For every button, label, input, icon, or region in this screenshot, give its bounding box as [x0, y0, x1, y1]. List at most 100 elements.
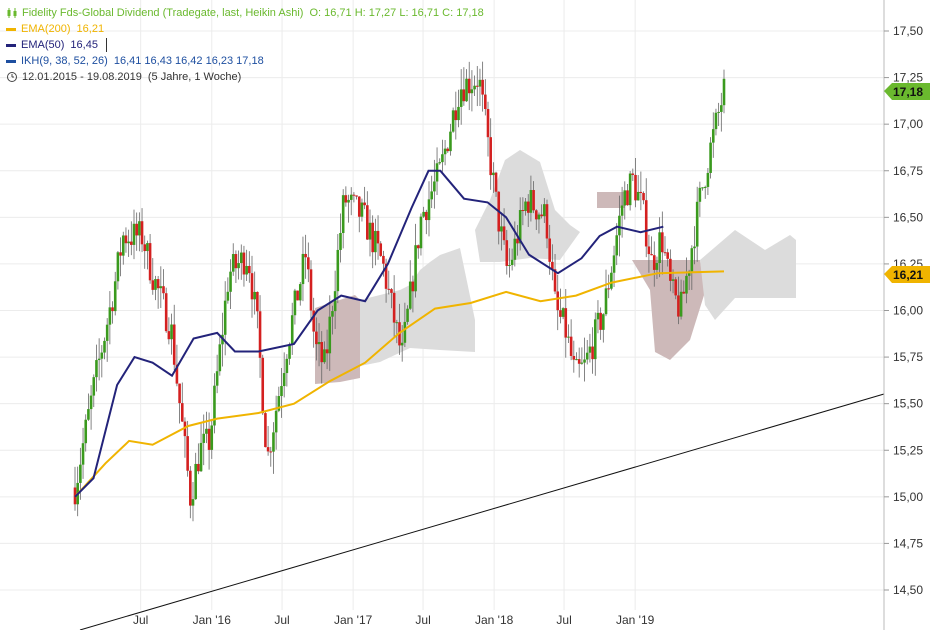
candle-up [567, 336, 570, 338]
candlesticks [73, 61, 726, 522]
candle-up [658, 232, 661, 264]
candle-down [392, 292, 396, 323]
candle-up [81, 443, 85, 465]
candle-up [293, 290, 297, 316]
candle-up [473, 85, 476, 90]
candle-up [706, 172, 710, 187]
candle-up [518, 210, 522, 244]
candle-up [245, 265, 248, 275]
ema50-swatch [6, 43, 16, 47]
candle-up [422, 211, 425, 217]
legend-range-note: (5 Jahre, 1 Woche) [147, 71, 242, 83]
candle-down [111, 307, 114, 312]
candle-up [593, 319, 597, 360]
candle-up [615, 235, 619, 256]
candle-up [451, 110, 455, 132]
candle-up [427, 199, 431, 221]
candle-up [395, 322, 399, 324]
candle-down [167, 331, 171, 340]
candle-up [288, 344, 291, 359]
candle-up [443, 148, 447, 155]
candle-up [575, 359, 578, 361]
candle-up [561, 308, 565, 317]
candle-up [105, 324, 109, 341]
candle-down [534, 210, 538, 220]
candle-down [666, 252, 669, 259]
candle-up [253, 291, 256, 300]
candle-down [652, 255, 656, 270]
candle-up [583, 359, 586, 363]
legend-range-row: 12.01.2015 - 19.08.2019 (5 Jahre, 1 Woch… [6, 69, 484, 85]
candle-down [650, 254, 653, 256]
candle-up [317, 341, 321, 345]
candle-down [631, 173, 635, 175]
chart-legend: Fidelity Fds-Global Dividend (Tradegate,… [6, 5, 484, 85]
candle-up [328, 316, 332, 354]
candle-up [588, 346, 592, 353]
candle-up [223, 300, 227, 335]
candle-down [315, 331, 318, 345]
candle-down [178, 383, 181, 404]
candle-down [599, 312, 602, 330]
candle-up [433, 181, 436, 192]
candle-up [459, 89, 463, 107]
candle-up [687, 271, 691, 276]
legend-ema200-value: 16,21 [76, 23, 105, 35]
legend-ikh-values: 16,41 16,43 16,42 16,23 17,18 [113, 55, 264, 67]
candle-up [170, 324, 173, 340]
candle-up [92, 377, 96, 396]
candle-up [121, 235, 125, 256]
candle-down [371, 222, 374, 253]
candle-up [596, 312, 600, 320]
x-tick-label: Jan '19 [616, 613, 655, 627]
candle-down [475, 85, 479, 87]
y-tick-label: 15,00 [893, 490, 923, 504]
y-tick-label: 17,00 [893, 117, 923, 131]
legend-title-row: Fidelity Fds-Global Dividend (Tradegate,… [6, 5, 484, 21]
clock-icon [6, 71, 18, 83]
candle-up [218, 344, 222, 372]
candle-up [655, 263, 659, 270]
candle-down [626, 190, 629, 206]
candle-down [124, 235, 128, 244]
candle-down [454, 110, 458, 121]
candle-down [577, 359, 581, 364]
y-tick-label: 15,75 [893, 350, 923, 364]
candle-down [269, 451, 273, 453]
x-tick-label: Jan '16 [193, 613, 232, 627]
candle-up [711, 129, 715, 143]
candle-up [679, 291, 683, 317]
legend-ema200-label: EMA(200) [21, 23, 71, 35]
ikh-swatch [6, 59, 16, 63]
candle-up [441, 154, 444, 163]
candle-down [266, 447, 270, 452]
candle-down [663, 252, 667, 254]
candle-down [207, 428, 211, 450]
candle-down [175, 364, 179, 384]
candle-down [164, 293, 168, 332]
candle-up [406, 308, 409, 322]
candle-down [647, 246, 651, 255]
candle-up [159, 286, 163, 289]
candle-up [95, 360, 98, 378]
candle-down [526, 201, 530, 213]
candle-up [146, 243, 149, 252]
candle-down [467, 78, 471, 94]
x-tick-label: Jul [274, 613, 289, 627]
y-tick-label: 16,75 [893, 164, 923, 178]
x-tick-label: Jul [133, 613, 148, 627]
candle-down [382, 255, 385, 264]
candle-up [274, 410, 278, 433]
candle-up [205, 428, 208, 434]
candle-up [226, 291, 230, 301]
candle-up [400, 342, 404, 346]
candle-down [489, 137, 492, 176]
candle-down [591, 346, 594, 360]
candle-up [374, 230, 377, 253]
candle-down [366, 205, 369, 240]
candle-up [127, 241, 130, 244]
candle-up [709, 142, 712, 173]
candle-up [414, 245, 417, 292]
cloud-bull-segment [360, 248, 475, 366]
candle-down [180, 403, 184, 422]
